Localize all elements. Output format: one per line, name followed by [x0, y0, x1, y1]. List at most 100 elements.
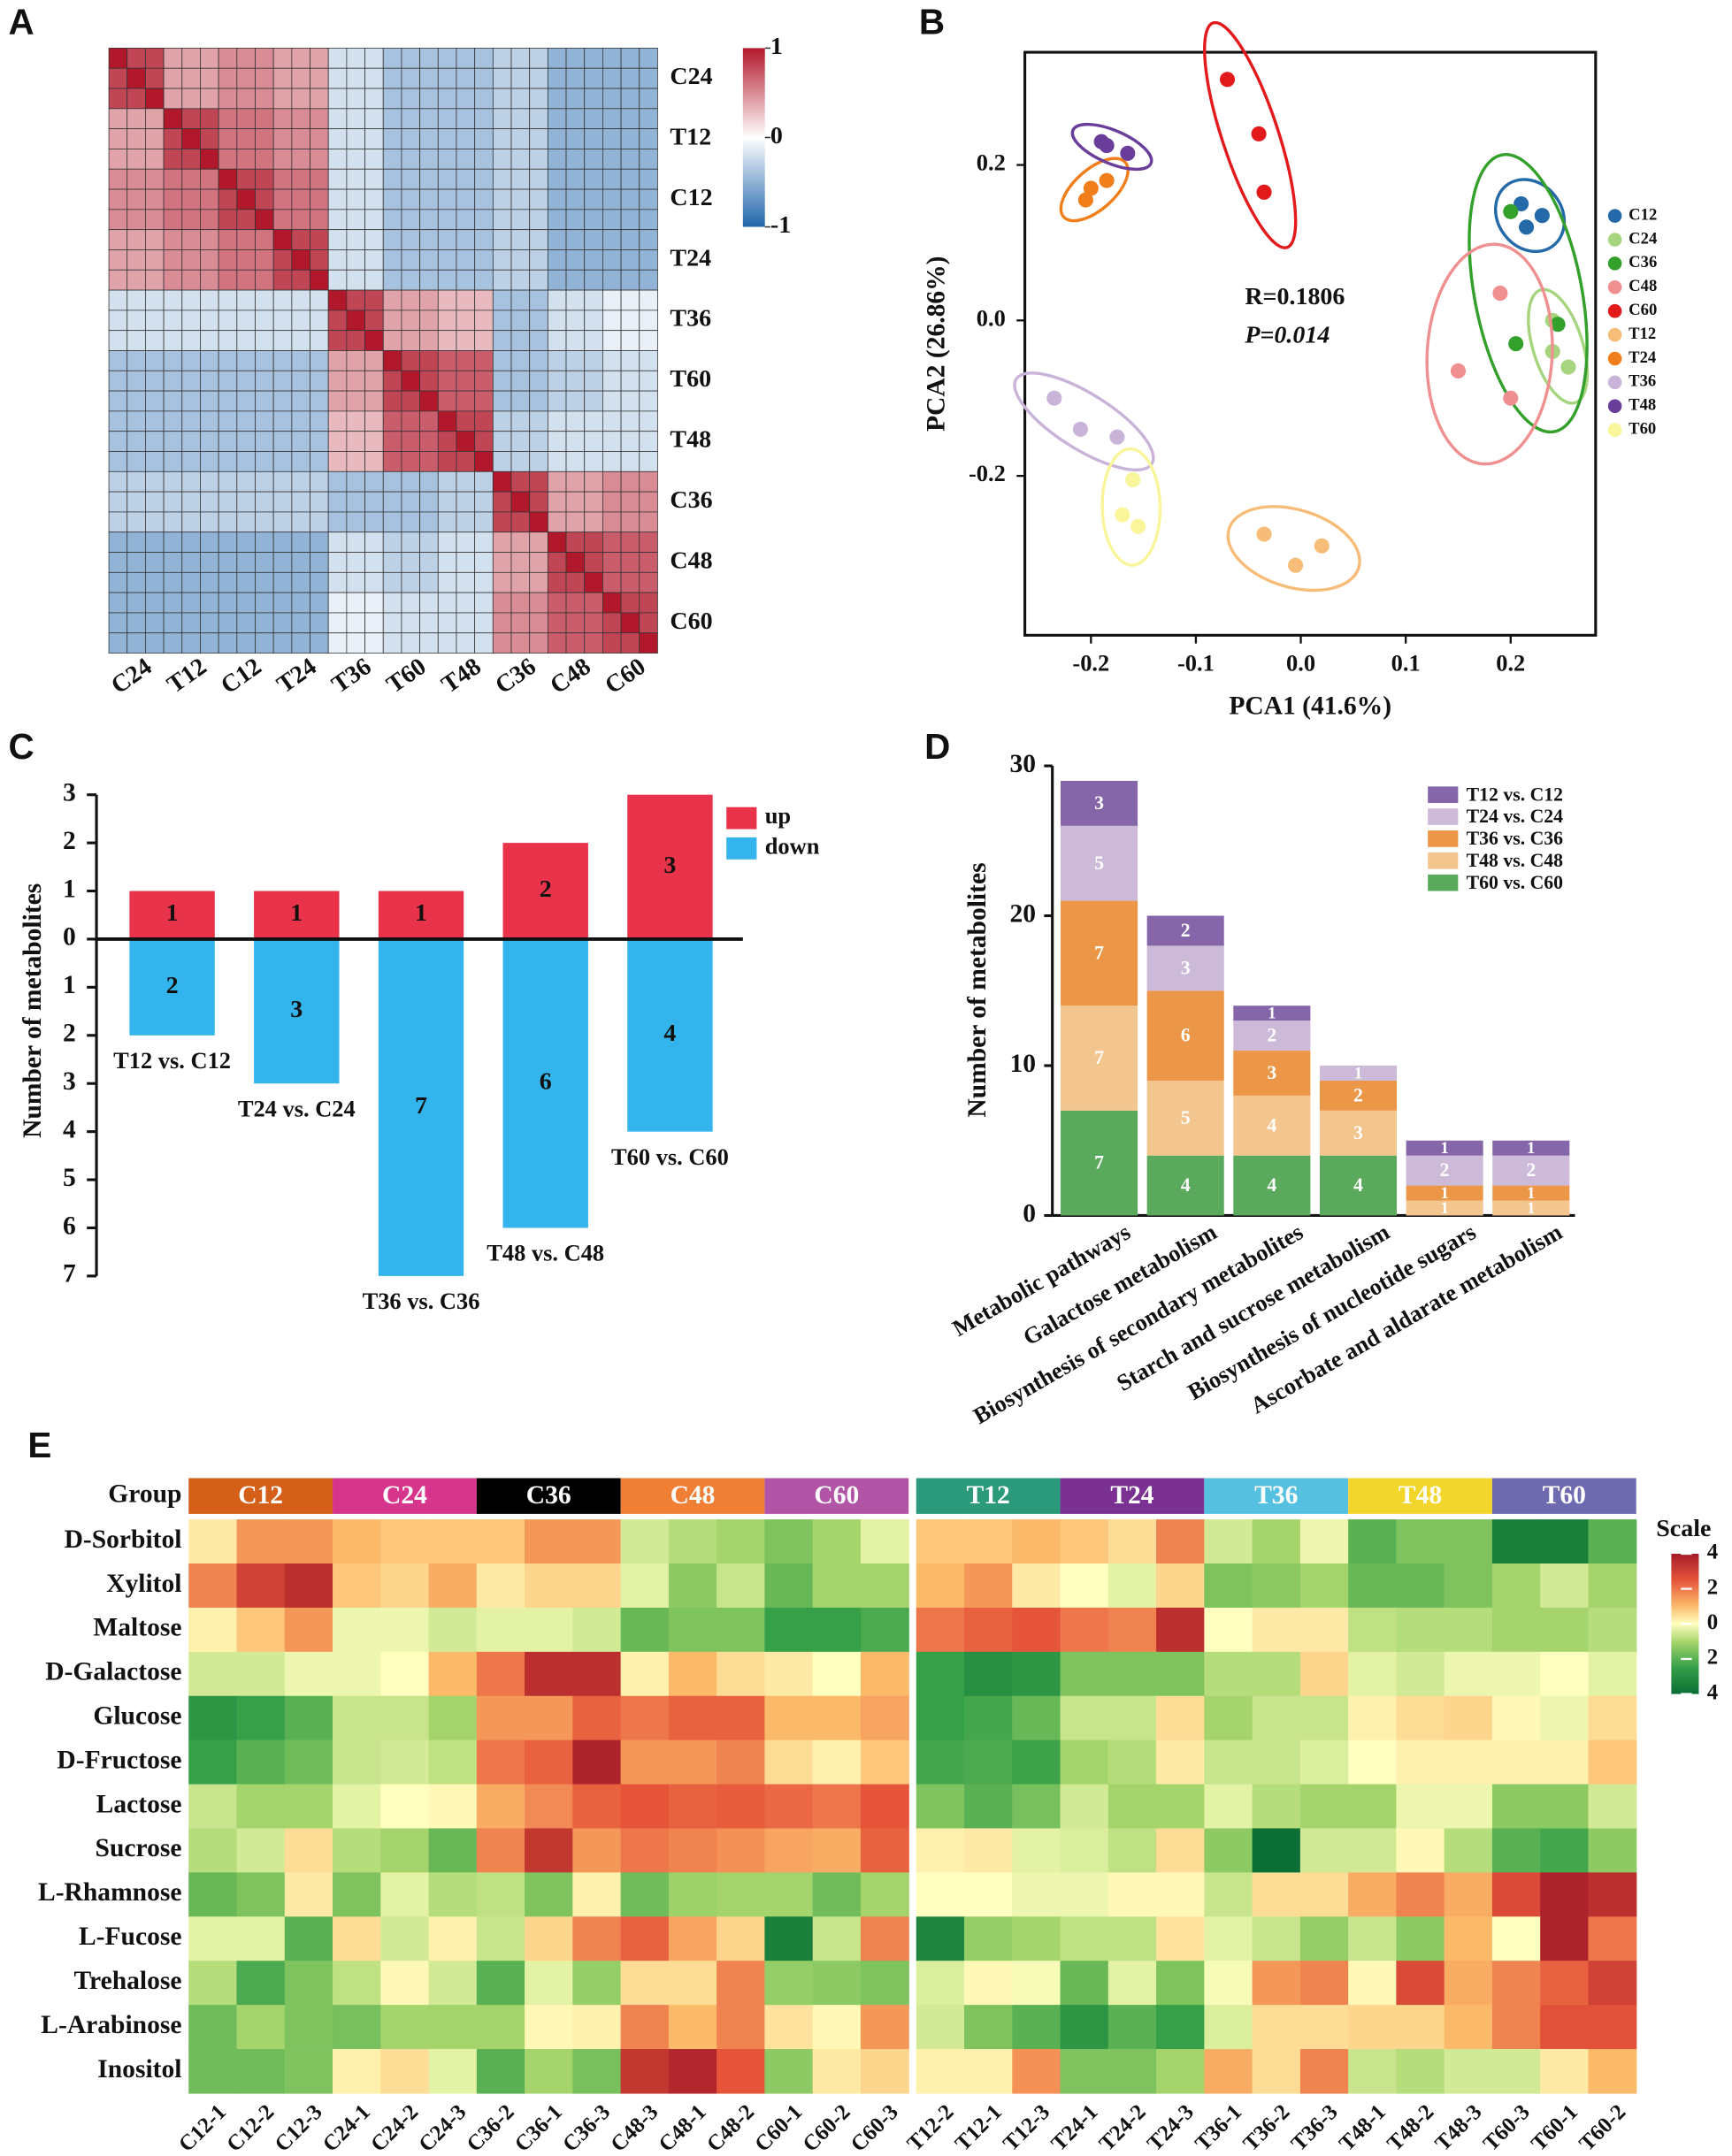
heat-cell — [602, 310, 622, 332]
legend-label: T48 vs. C48 — [1467, 850, 1563, 871]
heat-cell — [218, 451, 238, 472]
heat-cell — [456, 229, 476, 250]
heat-cell — [584, 128, 603, 149]
heat-cell — [565, 552, 586, 573]
y-tick-label: 1 — [63, 875, 76, 903]
bar-segment — [1146, 1080, 1224, 1156]
heat-cell — [284, 1739, 333, 1785]
heat-cell — [200, 330, 219, 351]
heat-cell — [200, 249, 219, 271]
heat-cell — [401, 410, 420, 432]
heat-cell — [510, 48, 531, 69]
bar-segment — [1406, 1200, 1483, 1216]
column-label: T24-3 — [1143, 2100, 1199, 2156]
heat-cell — [401, 149, 420, 170]
heat-cell — [181, 67, 201, 89]
heat-cell — [291, 390, 310, 412]
heat-cell — [547, 531, 567, 553]
x-tick-label: 0.2 — [1496, 650, 1525, 677]
heat-cell — [188, 1784, 238, 1830]
heat-cell — [602, 612, 622, 634]
heat-cell — [163, 431, 183, 452]
heat-cell — [108, 128, 128, 149]
heat-cell — [584, 571, 603, 593]
heat-cell — [255, 330, 274, 351]
heat-cell — [327, 612, 348, 634]
heat-cell — [284, 2049, 333, 2094]
heat-cell — [364, 592, 384, 614]
heat-cell — [327, 390, 348, 412]
heat-cell — [437, 431, 457, 452]
heat-cell — [428, 1563, 478, 1609]
heat-cell — [181, 531, 201, 553]
heat-cell — [327, 229, 348, 250]
column-label: T48-3 — [1430, 2100, 1486, 2156]
heat-cell — [1060, 1695, 1109, 1741]
heat-cell — [1491, 2005, 1541, 2050]
heat-cell — [428, 1695, 478, 1741]
heat-cell — [255, 149, 274, 170]
row-label: Trehalose — [74, 1967, 182, 1995]
heat-cell — [364, 188, 384, 210]
heat-cell — [284, 1651, 333, 1697]
heat-cell — [1348, 1872, 1398, 1917]
heat-cell — [620, 571, 640, 593]
heat-cell — [492, 491, 512, 513]
heat-cell — [572, 1872, 622, 1917]
heat-cell — [764, 1872, 814, 1917]
heat-cell — [218, 168, 238, 190]
bar-segment — [1492, 1200, 1570, 1216]
heat-cell — [200, 188, 219, 210]
heat-cell — [474, 330, 494, 351]
heat-cell — [529, 149, 548, 170]
heat-cell — [565, 188, 586, 210]
heat-cell — [1060, 1651, 1109, 1697]
bar — [378, 938, 464, 1276]
heat-cell — [310, 229, 329, 250]
heat-cell — [916, 2005, 965, 2050]
heat-cell — [529, 571, 548, 593]
heat-cell — [255, 451, 274, 472]
heat-cell — [1252, 1739, 1301, 1785]
column-label: C36-1 — [510, 2100, 567, 2156]
heat-cell — [565, 491, 586, 513]
heat-cell — [291, 370, 310, 392]
heat-cell — [547, 632, 567, 654]
heat-cell — [346, 470, 365, 493]
heat-cell — [218, 209, 238, 231]
heat-cell — [346, 552, 365, 573]
heat-cell — [1540, 1739, 1590, 1785]
heat-cell — [620, 1961, 670, 2006]
heat-cell — [200, 451, 219, 472]
heat-cell — [1396, 1695, 1445, 1741]
heat-cell — [565, 531, 586, 553]
heat-cell — [163, 451, 183, 472]
heat-cell — [572, 2005, 622, 2050]
heat-cell — [964, 1695, 1013, 1741]
heat-cell — [474, 249, 494, 271]
heat-cell — [510, 188, 531, 210]
heat-cell — [860, 2005, 909, 2050]
column-label: T36 — [327, 653, 377, 699]
bar-segment — [1233, 1005, 1311, 1021]
heat-cell — [476, 1519, 525, 1564]
heat-cell — [145, 552, 165, 573]
heat-cell — [255, 632, 274, 654]
heat-cell — [1012, 1916, 1061, 1961]
column-label: T24 — [272, 653, 321, 699]
group-label: C36 — [526, 1481, 571, 1510]
bar-segment — [1061, 900, 1138, 1006]
heat-cell — [639, 491, 658, 513]
heat-cell — [327, 168, 348, 190]
heat-cell — [236, 1872, 286, 1917]
heat-cell — [382, 128, 402, 149]
heat-cell — [364, 612, 384, 634]
heat-cell — [492, 48, 512, 69]
heat-cell — [236, 88, 256, 110]
point — [1251, 126, 1267, 141]
heat-cell — [437, 310, 457, 332]
heat-cell — [916, 1916, 965, 1961]
heat-cell — [812, 1739, 862, 1785]
heat-cell — [620, 350, 640, 371]
heat-cell — [428, 2005, 478, 2050]
